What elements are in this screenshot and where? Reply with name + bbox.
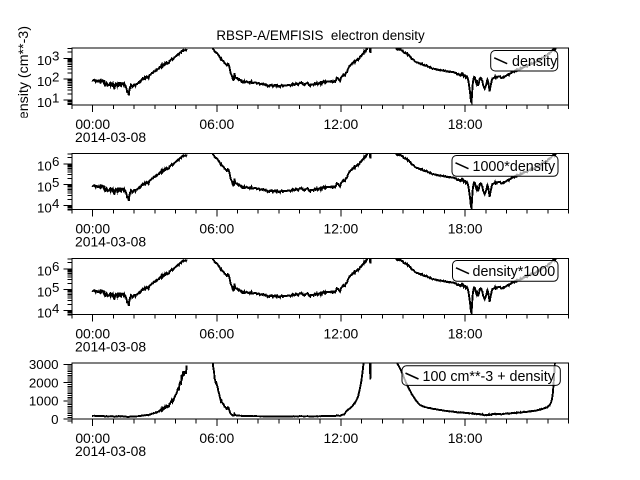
svg-text:06:00: 06:00 bbox=[199, 116, 234, 132]
svg-text:10: 10 bbox=[37, 264, 52, 279]
svg-text:5: 5 bbox=[52, 175, 59, 190]
svg-text:12:00: 12:00 bbox=[324, 326, 359, 342]
svg-text:10: 10 bbox=[37, 285, 52, 300]
svg-text:density*1000: density*1000 bbox=[473, 264, 556, 280]
svg-text:10: 10 bbox=[37, 95, 52, 110]
svg-text:12:00: 12:00 bbox=[324, 430, 359, 446]
svg-text:2014-03-08: 2014-03-08 bbox=[75, 129, 146, 145]
svg-text:10: 10 bbox=[37, 53, 52, 68]
svg-text:6: 6 bbox=[52, 154, 59, 169]
svg-text:3: 3 bbox=[52, 49, 59, 64]
svg-text:00:00: 00:00 bbox=[75, 116, 110, 132]
svg-text:density (cm**-3): density (cm**-3) bbox=[16, 26, 32, 127]
svg-text:2014-03-08: 2014-03-08 bbox=[75, 443, 146, 459]
svg-text:5: 5 bbox=[52, 280, 59, 295]
svg-text:00:00: 00:00 bbox=[75, 221, 110, 237]
svg-text:6: 6 bbox=[52, 259, 59, 274]
svg-text:1000: 1000 bbox=[29, 394, 59, 409]
svg-text:10: 10 bbox=[37, 159, 52, 174]
svg-text:density: density bbox=[512, 54, 558, 70]
svg-text:10: 10 bbox=[37, 180, 52, 195]
svg-text:12:00: 12:00 bbox=[324, 221, 359, 237]
svg-text:1: 1 bbox=[52, 90, 59, 105]
svg-text:18:00: 18:00 bbox=[448, 116, 483, 132]
svg-text:4: 4 bbox=[52, 196, 59, 211]
svg-text:2000: 2000 bbox=[29, 376, 59, 391]
svg-text:2: 2 bbox=[52, 70, 59, 85]
svg-text:18:00: 18:00 bbox=[448, 326, 483, 342]
svg-text:06:00: 06:00 bbox=[199, 326, 234, 342]
svg-text:4: 4 bbox=[52, 301, 59, 316]
svg-text:10: 10 bbox=[37, 306, 52, 321]
svg-text:0: 0 bbox=[51, 412, 58, 427]
svg-text:06:00: 06:00 bbox=[199, 221, 234, 237]
svg-text:18:00: 18:00 bbox=[448, 221, 483, 237]
svg-text:00:00: 00:00 bbox=[75, 326, 110, 342]
svg-text:2014-03-08: 2014-03-08 bbox=[75, 234, 146, 250]
svg-text:2014-03-08: 2014-03-08 bbox=[75, 339, 146, 355]
svg-text:1000*density: 1000*density bbox=[473, 159, 557, 175]
svg-text:06:00: 06:00 bbox=[199, 430, 234, 446]
svg-text:100 cm**-3 + density: 100 cm**-3 + density bbox=[423, 369, 556, 385]
svg-text:10: 10 bbox=[37, 74, 52, 89]
svg-text:18:00: 18:00 bbox=[448, 430, 483, 446]
svg-text:3000: 3000 bbox=[29, 357, 59, 372]
svg-text:12:00: 12:00 bbox=[324, 116, 359, 132]
svg-text:10: 10 bbox=[37, 201, 52, 216]
svg-text:RBSP-A/EMFISIS electron densi: RBSP-A/EMFISIS electron density bbox=[216, 28, 425, 43]
svg-text:00:00: 00:00 bbox=[75, 430, 110, 446]
